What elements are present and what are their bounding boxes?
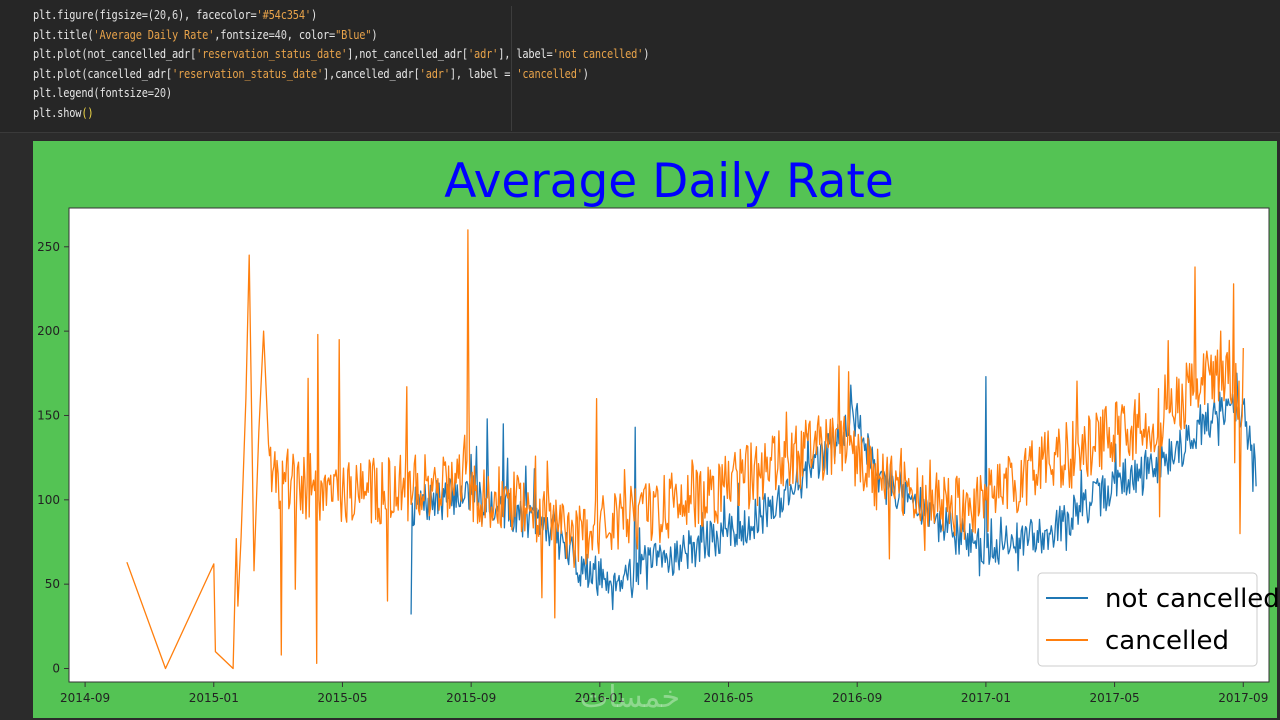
code-line[interactable]: plt.plot(not_cancelled_adr['reservation_… bbox=[33, 47, 650, 61]
x-tick-label: 2015-09 bbox=[446, 691, 496, 705]
x-tick-label: 2016-09 bbox=[832, 691, 882, 705]
code-cell[interactable]: plt.figure(figsize=(20,6), facecolor='#5… bbox=[0, 0, 1280, 133]
y-tick-label: 250 bbox=[37, 240, 60, 254]
code-line[interactable]: plt.legend(fontsize=20) bbox=[33, 86, 172, 100]
legend-box bbox=[1037, 572, 1258, 667]
chart-figure: Average Daily Rate 0 50 100 150 200 250 2014-… bbox=[33, 141, 1280, 718]
y-tick-label: 150 bbox=[37, 408, 60, 422]
x-tick-label: 2017-09 bbox=[1218, 691, 1268, 705]
watermark: خمسات bbox=[580, 680, 680, 715]
y-tick-label: 100 bbox=[37, 493, 60, 507]
x-axis: 2014-09 2015-01 2015-05 2015-09 2016-01 2016-… bbox=[60, 682, 1268, 705]
legend-label-not-cancelled: not cancelled bbox=[1105, 584, 1280, 614]
code-line[interactable]: plt.title('Average Daily Rate',fontsize=… bbox=[33, 27, 378, 42]
y-tick-label: 200 bbox=[37, 324, 60, 338]
legend-label-cancelled: cancelled bbox=[1105, 626, 1229, 656]
legend: not cancelled cancelled bbox=[1037, 572, 1280, 667]
cell-output: Average Daily Rate 0 50 100 150 200 250 2014-… bbox=[0, 133, 1280, 720]
y-axis: 0 50 100 150 200 250 bbox=[37, 240, 69, 676]
y-tick-label: 50 bbox=[45, 577, 60, 591]
code-line[interactable]: plt.plot(cancelled_adr['reservation_stat… bbox=[33, 66, 589, 81]
x-tick-label: 2015-05 bbox=[317, 691, 367, 705]
y-tick-label: 0 bbox=[52, 662, 60, 676]
code-editor[interactable]: plt.figure(figsize=(20,6), facecolor='#5… bbox=[33, 6, 750, 123]
chart-title: Average Daily Rate bbox=[444, 154, 894, 209]
cell-divider bbox=[511, 6, 512, 131]
x-tick-label: 2016-05 bbox=[703, 691, 753, 705]
x-tick-label: 2017-05 bbox=[1090, 691, 1140, 705]
x-tick-label: 2016-01 bbox=[575, 691, 625, 705]
x-tick-label: 2014-09 bbox=[60, 691, 110, 705]
series-layer bbox=[126, 229, 1257, 670]
series-line-cancelled bbox=[126, 229, 1244, 670]
code-line[interactable]: plt.show() bbox=[33, 105, 94, 120]
x-tick-label: 2015-01 bbox=[189, 691, 239, 705]
x-tick-label: 2017-01 bbox=[961, 691, 1011, 705]
code-line[interactable]: plt.figure(figsize=(20,6), facecolor='#5… bbox=[33, 8, 317, 22]
